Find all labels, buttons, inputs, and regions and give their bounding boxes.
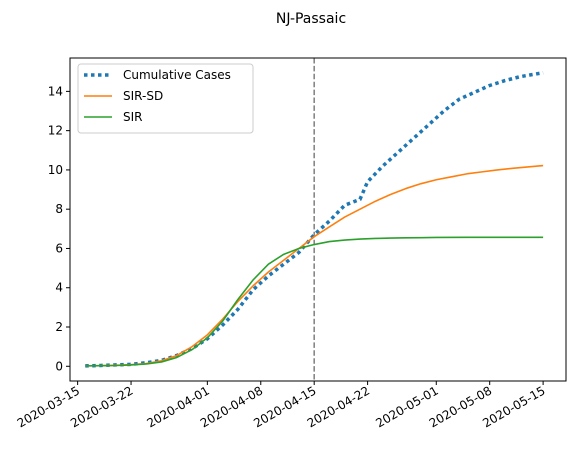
y-tick-label: 14 <box>48 84 63 98</box>
y-tick-label: 10 <box>48 163 63 177</box>
series-line-cumulative-cases <box>85 71 544 368</box>
legend-label: SIR-SD <box>123 89 163 103</box>
y-tick-label: 12 <box>48 124 63 138</box>
axes-frame <box>69 57 567 382</box>
y-axis: 0 2 4 6 8 10 12 14 <box>48 84 70 373</box>
y-tick-label: 6 <box>55 241 63 255</box>
legend-label: SIR <box>123 110 143 124</box>
legend-box <box>77 63 254 134</box>
legend: Cumulative Cases SIR-SD SIR <box>77 63 254 134</box>
y-tick-label: 2 <box>55 320 63 334</box>
y-tick-label: 8 <box>55 202 63 216</box>
y-tick-label: 0 <box>55 359 63 373</box>
legend-label: Cumulative Cases <box>123 68 231 82</box>
chart-title: NJ-Passaic <box>276 11 346 27</box>
y-tick-label: 4 <box>55 281 63 295</box>
series-line-sir <box>85 236 544 367</box>
series-line-sir-sd <box>85 164 544 367</box>
plot-area <box>85 58 544 381</box>
